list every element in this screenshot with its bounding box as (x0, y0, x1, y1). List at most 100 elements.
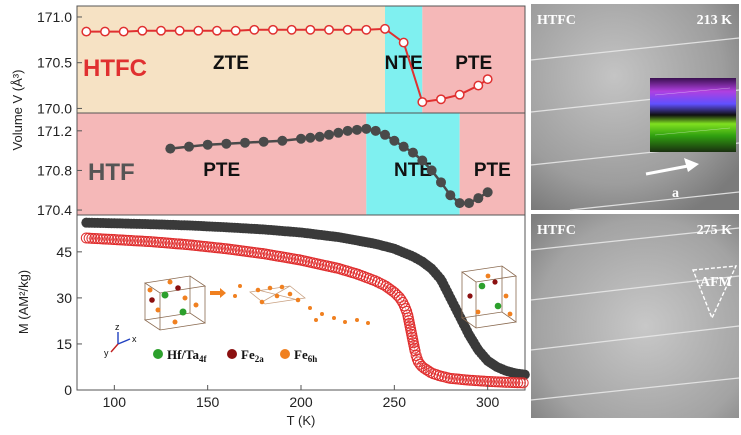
point-top-2 (118, 26, 129, 37)
point-bot-1 (162, 237, 174, 249)
point-bot-1 (495, 376, 507, 388)
point-bot-1 (125, 235, 137, 247)
ytick-label-top-2: 171.0 (37, 9, 72, 25)
point-bot-1 (478, 375, 490, 387)
point-bot-1 (500, 376, 512, 388)
point-mid-24 (454, 198, 465, 209)
point-bot-1 (111, 234, 123, 246)
point-mid-16 (380, 129, 390, 140)
region-label-top-0: ZTE (213, 53, 249, 74)
point-bot-1 (509, 377, 521, 389)
micrograph-top: a HTFC 213 K (530, 4, 740, 211)
point-bot-1 (145, 236, 157, 248)
legend-marker-2 (280, 349, 290, 359)
point-bot-1 (106, 233, 118, 245)
legend-label-0: Hf/Ta4f (167, 347, 208, 364)
legend-marker-0 (153, 349, 163, 359)
point-top-4 (156, 25, 166, 36)
micrograph-bottom-temperature: 275 K (697, 223, 733, 238)
point-mid-11 (333, 127, 344, 138)
point-mid-7 (296, 133, 306, 144)
ytick-label-mid-2: 171.2 (37, 123, 72, 139)
region-mid-1 (366, 113, 460, 215)
crystal-structure-left (143, 275, 207, 331)
top-panel-label: HTFC (83, 55, 147, 82)
point-top-12 (305, 24, 316, 35)
x-axis-label: T (K) (287, 413, 316, 428)
point-top-22 (482, 74, 493, 85)
point-bot-1 (173, 238, 185, 250)
top-y-ticks: 170.0 170.5 171.0 (37, 9, 82, 116)
xtick-label-bot-4: 300 (476, 394, 500, 410)
afm-region-outline (692, 265, 738, 320)
middle-series-points (165, 123, 493, 209)
point-top-21 (473, 80, 484, 91)
micrograph-top-label: HTFC (537, 13, 576, 28)
point-top-19 (436, 94, 446, 105)
point-bot-1 (517, 377, 529, 389)
point-top-11 (286, 24, 297, 35)
point-bot-1 (134, 235, 146, 247)
crystal-structure-right (460, 265, 518, 329)
ytick-label-top-1: 170.5 (37, 55, 72, 71)
point-bot-1 (108, 234, 120, 246)
point-bot-1 (486, 376, 498, 388)
region-label-mid-2: PTE (474, 160, 511, 181)
point-mid-14 (361, 123, 372, 134)
volume-y-axis-label: Volume V (Å³) (10, 70, 25, 151)
region-top-1 (385, 6, 423, 113)
point-top-10 (268, 24, 278, 35)
point-bot-1 (514, 377, 526, 389)
point-bot-1 (503, 376, 515, 388)
ytick-label-bot-2: 30 (56, 290, 72, 306)
point-bot-1 (97, 233, 109, 245)
point-mid-25 (464, 198, 474, 209)
direction-arrow-icon (645, 158, 699, 176)
middle-panel-label: HTF (88, 159, 135, 186)
point-mid-22 (436, 177, 446, 188)
point-bot-1 (178, 238, 190, 250)
point-bot-1 (94, 233, 106, 245)
point-mid-21 (426, 165, 437, 176)
point-bot-1 (103, 233, 115, 245)
ytick-label-bot-0: 0 (64, 382, 72, 398)
axis-x-label: x (132, 334, 137, 344)
xtick-label-bot-3: 250 (383, 394, 407, 410)
point-bot-1 (83, 232, 95, 244)
point-bot-1 (475, 375, 487, 387)
point-mid-12 (342, 125, 353, 136)
point-top-15 (361, 24, 372, 35)
point-bot-1 (117, 234, 129, 246)
point-mid-26 (473, 193, 484, 204)
region-label-top-1: NTE (385, 53, 423, 74)
ytick-label-bot-1: 15 (56, 336, 72, 352)
xtick-label-bot-2: 200 (289, 394, 313, 410)
middle-y-ticks: 170.4 170.8 171.2 (37, 123, 82, 218)
legend-marker-1 (227, 349, 237, 359)
point-mid-13 (352, 124, 362, 135)
kagome-layer (233, 284, 370, 325)
point-bot-1 (492, 376, 504, 388)
point-mid-8 (305, 132, 316, 143)
point-mid-18 (398, 141, 409, 152)
point-mid-19 (408, 147, 418, 158)
top-series-points (81, 23, 493, 107)
point-bot-1 (472, 375, 484, 387)
point-top-7 (212, 25, 222, 36)
axis-y-label: y (104, 348, 109, 358)
point-mid-0 (165, 143, 176, 154)
structure-arrow-icon (210, 288, 226, 298)
point-bot-1 (86, 232, 98, 244)
middle-panel: PTE NTE PTE 170.4 170.8 171.2 HTF (37, 112, 526, 218)
point-bot-1 (136, 235, 148, 247)
point-bot-1 (164, 237, 176, 249)
middle-regions: PTE NTE PTE (77, 113, 525, 215)
bottom-x-ticks: 100 150 200 250 300 (103, 385, 500, 410)
point-top-16 (380, 23, 390, 34)
point-top-8 (230, 25, 241, 36)
point-bot-1 (464, 374, 476, 386)
region-label-top-2: PTE (455, 53, 492, 74)
color-inset (650, 78, 736, 152)
coordinate-axes-icon: z y x (104, 322, 137, 358)
point-bot-1 (80, 232, 92, 244)
